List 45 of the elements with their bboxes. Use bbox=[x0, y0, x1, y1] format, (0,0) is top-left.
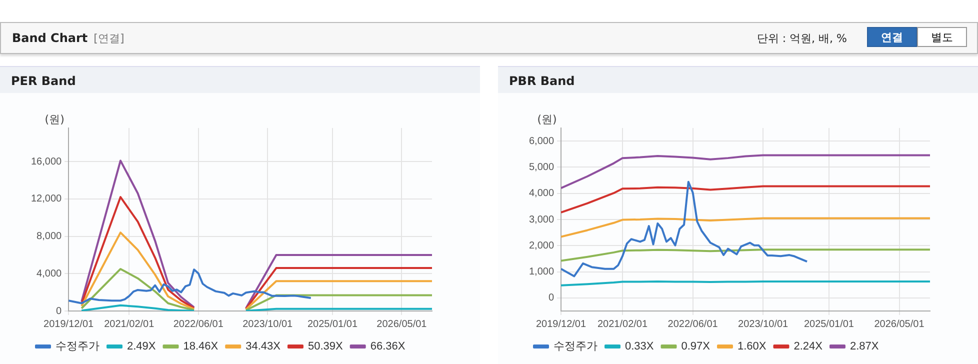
x-tick-label: 2021/02/01 bbox=[104, 318, 155, 330]
y-tick-label: 2,000 bbox=[528, 240, 554, 252]
x-tick-label: 2022/06/01 bbox=[173, 318, 224, 330]
y-tick-label: 12,000 bbox=[30, 194, 62, 205]
x-tick-label: 2023/10/01 bbox=[242, 318, 294, 330]
text: [연결] bbox=[94, 32, 124, 45]
x-tick-label: 2019/12/01 bbox=[44, 318, 94, 330]
y-tick-label: 4,000 bbox=[36, 268, 62, 280]
y-tick-label: 0 bbox=[56, 306, 62, 317]
legend-label: 34.43X bbox=[246, 340, 282, 353]
x-tick-label: 2022/06/01 bbox=[668, 318, 718, 330]
y-tick-label: 1,000 bbox=[528, 266, 554, 278]
legend-label: 수정주가 bbox=[554, 340, 598, 353]
y-tick-label: 4,000 bbox=[528, 188, 554, 200]
y-axis-title: (원) bbox=[44, 112, 64, 126]
legend-label: 18.46X bbox=[183, 340, 219, 353]
legend-label: 2.87X bbox=[850, 340, 880, 353]
y-tick-label: 0 bbox=[548, 292, 554, 304]
legend-label: 2.49X bbox=[127, 340, 156, 353]
chart-title: PBR Band bbox=[498, 66, 978, 93]
y-axis-title: (원) bbox=[537, 112, 557, 126]
chart-title: PER Band bbox=[0, 66, 480, 93]
legend-label: 0.97X bbox=[681, 340, 711, 353]
legend-label: 50.39X bbox=[308, 340, 344, 353]
legend-label: 1.60X bbox=[737, 340, 767, 353]
legend-label: 수정주가 bbox=[56, 340, 100, 353]
y-tick-label: 16,000 bbox=[30, 156, 62, 168]
legend-label: 0.33X bbox=[625, 340, 654, 353]
text: 연결 bbox=[867, 27, 917, 47]
x-tick-label: 2023/10/01 bbox=[738, 318, 789, 330]
legend-label: 2.24X bbox=[794, 340, 824, 353]
y-tick-label: 8,000 bbox=[36, 231, 62, 242]
x-tick-label: 2019/12/01 bbox=[536, 318, 586, 330]
text: 단위 : 억원, 배, % bbox=[756, 31, 847, 46]
y-tick-label: 3,000 bbox=[528, 214, 554, 226]
text: Band Chart bbox=[12, 31, 88, 45]
y-tick-label: 5,000 bbox=[528, 162, 554, 173]
legend-label: 66.36X bbox=[370, 340, 406, 353]
x-tick-label: 2026/05/01 bbox=[376, 318, 428, 330]
x-tick-label: 2025/01/01 bbox=[804, 318, 854, 330]
text: 별도 bbox=[917, 27, 967, 47]
y-tick-label: 6,000 bbox=[528, 136, 554, 147]
x-tick-label: 2026/05/01 bbox=[874, 318, 925, 330]
x-tick-label: 2025/01/01 bbox=[307, 318, 358, 330]
x-tick-label: 2021/02/01 bbox=[597, 318, 648, 330]
